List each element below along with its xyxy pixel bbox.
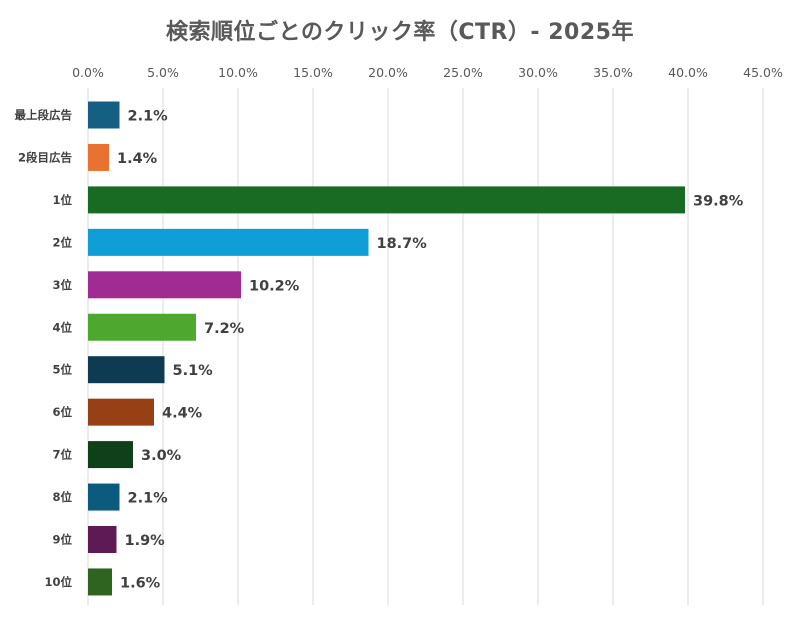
- data-label: 3.0%: [141, 448, 182, 464]
- x-tick-label: 25.0%: [443, 65, 483, 80]
- data-label: 1.4%: [117, 151, 158, 167]
- bar: [88, 313, 196, 341]
- category-label: 4位: [52, 320, 72, 334]
- data-label: 7.2%: [204, 321, 245, 337]
- category-label: 8位: [52, 490, 72, 504]
- bar: [88, 228, 369, 256]
- data-label: 39.8%: [693, 193, 744, 209]
- bar: [88, 186, 685, 214]
- data-label: 1.9%: [125, 533, 166, 549]
- x-tick-label: 15.0%: [293, 65, 333, 80]
- category-label: 3位: [52, 278, 72, 292]
- data-label: 10.2%: [249, 278, 300, 294]
- x-tick-label: 10.0%: [218, 65, 258, 80]
- bar: [88, 526, 117, 553]
- category-label: 2位: [52, 235, 72, 249]
- category-label: 10位: [44, 575, 72, 589]
- data-label: 1.6%: [120, 575, 161, 591]
- bar: [88, 398, 154, 426]
- x-tick-label: 30.0%: [518, 65, 558, 80]
- data-labels: 2.1% 1.4% 39.8% 18.7% 10.2% 7.2% 5.1% 4.4% 3.0% 2…: [117, 109, 744, 592]
- data-label: 4.4%: [162, 406, 203, 422]
- bars: [88, 101, 685, 596]
- category-label: 9位: [52, 533, 72, 547]
- gridlines: [87, 88, 764, 605]
- data-label: 5.1%: [173, 363, 214, 379]
- category-label: 6位: [52, 405, 72, 419]
- data-label: 18.7%: [377, 236, 428, 252]
- bar: [88, 271, 241, 299]
- data-label: 2.1%: [128, 109, 169, 125]
- bar: [88, 143, 109, 171]
- x-axis-ticks: 0.0% 5.0% 10.0% 15.0% 20.0% 25.0% 30.0% 35.0% 40…: [72, 65, 783, 80]
- category-label: 5位: [52, 363, 72, 377]
- category-label: 2段目広告: [18, 150, 73, 164]
- x-tick-label: 5.0%: [147, 65, 179, 80]
- bar: [88, 568, 112, 596]
- x-tick-label: 45.0%: [743, 65, 783, 80]
- category-label: 7位: [52, 448, 72, 462]
- bar: [88, 101, 120, 129]
- bar: [88, 356, 165, 384]
- category-labels: 最上段広告 2段目広告 1位 2位 3位 4位 5位 6位 7位 8位 9位 10位: [15, 108, 73, 589]
- bar: [88, 441, 133, 469]
- x-tick-label: 40.0%: [668, 65, 708, 80]
- x-tick-label: 20.0%: [368, 65, 408, 80]
- x-tick-label: 35.0%: [593, 65, 633, 80]
- x-tick-label: 0.0%: [72, 65, 104, 80]
- data-label: 2.1%: [128, 491, 169, 507]
- bar: [88, 483, 120, 511]
- category-label: 1位: [52, 193, 72, 207]
- chart-title: 検索順位ごとのクリック率（CTR）- 2025年: [166, 20, 634, 45]
- category-label: 最上段広告: [15, 108, 73, 122]
